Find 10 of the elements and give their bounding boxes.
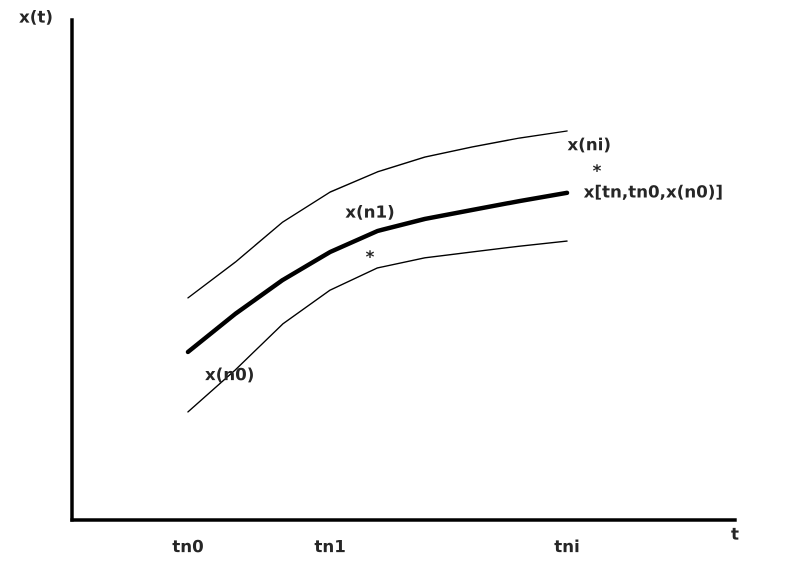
text: x(t) (19, 10, 52, 25)
annotation: x(ni) (568, 138, 610, 152)
annotation: x(n1) (346, 204, 394, 220)
x-tick-label: tn1 (314, 540, 345, 552)
series-label: x[tn,tn0,x(n0)] (584, 184, 722, 200)
text: * (592, 164, 602, 172)
annotation: * (366, 250, 374, 258)
x-tick-label: tni (554, 539, 578, 552)
text: t (731, 528, 739, 540)
x-tick-label: tn0 (172, 540, 203, 552)
